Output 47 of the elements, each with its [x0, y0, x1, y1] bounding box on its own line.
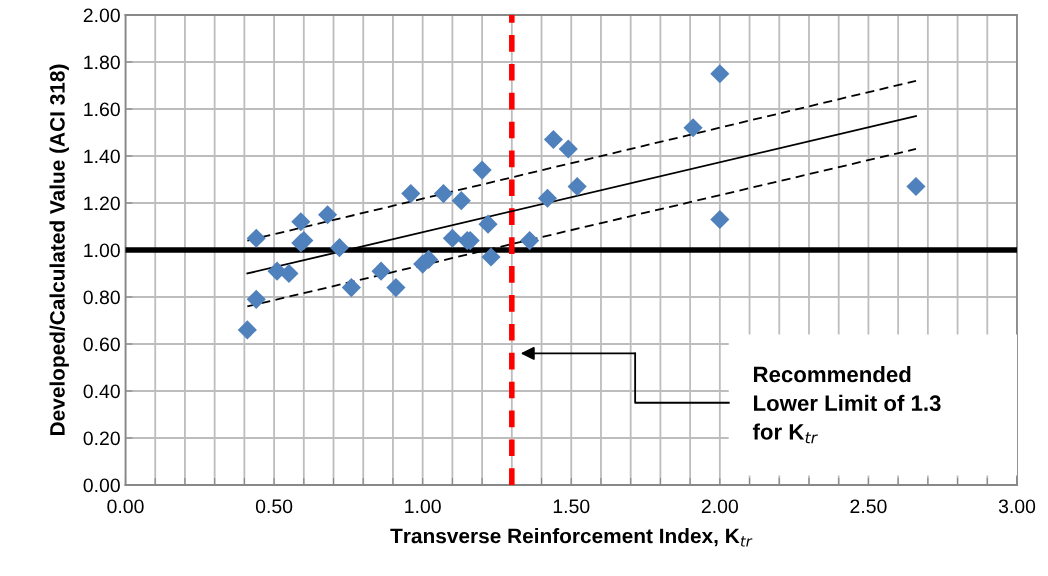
point	[710, 64, 730, 84]
point	[906, 176, 926, 197]
y-tick-label: 0.60	[83, 337, 120, 352]
point	[543, 129, 563, 150]
point	[401, 184, 421, 204]
y-tick-label: 1.60	[84, 102, 120, 117]
y-tick-label: 0.40	[83, 384, 120, 399]
y-tick-label: 1.20	[84, 196, 120, 211]
x-axis-title: Transverse Reinforcement Index, K$_{tr}$	[390, 528, 753, 547]
point	[520, 231, 540, 251]
point	[291, 212, 311, 232]
y-tick-label: 1.40	[84, 149, 120, 164]
point	[279, 263, 299, 284]
point	[318, 205, 338, 225]
point	[478, 214, 498, 234]
point	[472, 160, 492, 180]
point	[246, 228, 266, 248]
x-tick-label: 3.00	[998, 499, 1036, 514]
point	[558, 139, 578, 159]
x-tick-label: 1.50	[553, 499, 590, 514]
y-tick-label: 1.80	[84, 55, 120, 70]
point	[442, 228, 462, 248]
y-tick-label: 0.20	[83, 431, 120, 446]
y-tick-label: 2.00	[83, 8, 120, 23]
point	[386, 278, 406, 298]
x-tick-label: 2.50	[850, 499, 887, 514]
point	[537, 188, 558, 208]
point	[710, 209, 730, 230]
point	[567, 176, 587, 197]
point	[371, 261, 391, 281]
y-tick-label: 1.00	[84, 243, 120, 258]
x-tick-label: 1.00	[405, 499, 441, 514]
point	[683, 118, 703, 138]
point	[481, 247, 501, 267]
point	[341, 278, 361, 298]
point	[433, 184, 454, 204]
point	[246, 289, 266, 309]
point	[451, 191, 471, 211]
x-tick-label: 0.00	[107, 499, 144, 514]
y-tick-label: 0.00	[83, 478, 120, 493]
annotation: Recommended Lower Limit of 1.3 for K$_{tr}$	[752, 365, 941, 444]
point	[237, 320, 257, 340]
y-tick-label: 0.80	[83, 290, 120, 305]
y-axis-title: Developed/Calculated Value (ACI 318)	[49, 64, 69, 435]
x-tick-label: 0.50	[255, 499, 293, 514]
x-tick-label: 2.00	[701, 499, 738, 514]
point	[329, 238, 350, 258]
